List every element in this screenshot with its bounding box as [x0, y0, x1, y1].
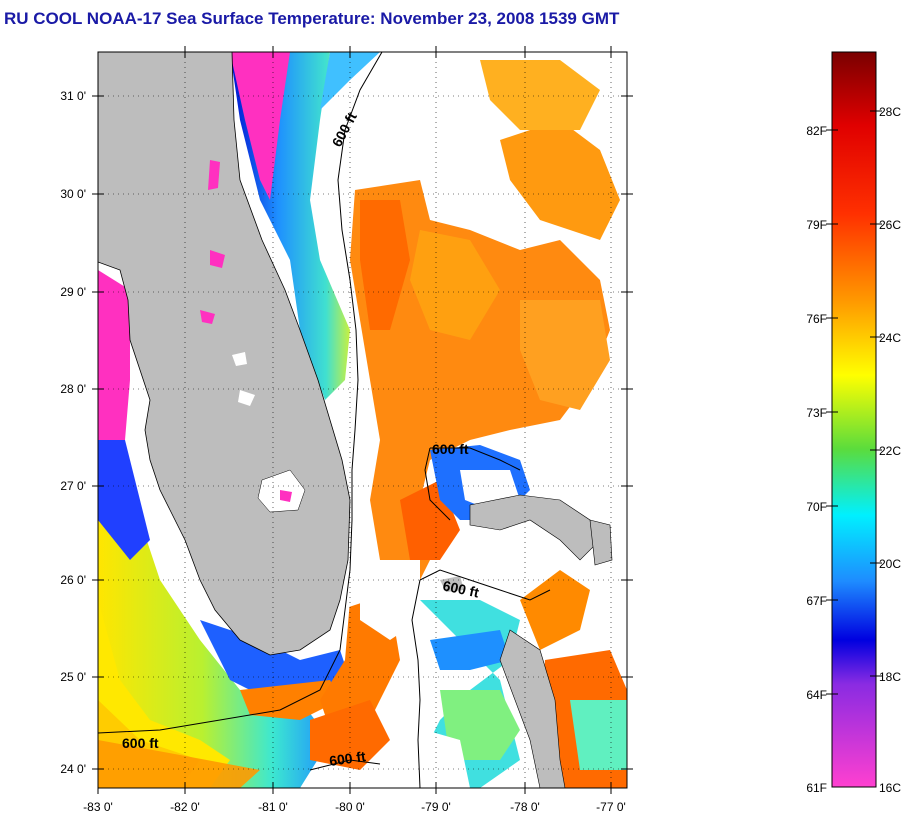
map-area — [98, 52, 627, 788]
colorbar-f-label: 70F — [806, 500, 827, 514]
isobath-label-gulf: 600 ft — [122, 735, 159, 751]
lat-label: 27 0' — [60, 479, 86, 493]
lon-label: -79 0' — [421, 800, 451, 814]
lat-label: 26 0' — [60, 573, 86, 587]
colorbar-f-label: 76F — [806, 312, 827, 326]
map-title: RU COOL NOAA-17 Sea Surface Temperature:… — [4, 9, 620, 28]
colorbar-f-label: 79F — [806, 218, 827, 232]
lat-label: 30 0' — [60, 187, 86, 201]
lon-label: -77 0' — [596, 800, 626, 814]
colorbar-c-label: 24C — [879, 331, 901, 345]
lon-label: -81 0' — [258, 800, 288, 814]
colorbar-f-label: 67F — [806, 594, 827, 608]
lat-label: 31 0' — [60, 89, 86, 103]
lat-label: 24 0' — [60, 762, 86, 776]
lon-label: -78 0' — [510, 800, 540, 814]
colorbar-c-label: 18C — [879, 670, 901, 684]
colorbar-f-label: 64F — [806, 688, 827, 702]
lon-label: -80 0' — [335, 800, 365, 814]
lon-label: -82 0' — [170, 800, 200, 814]
isobath-label-south: 600 ft — [328, 748, 367, 769]
colorbar-c-label: 22C — [879, 444, 901, 458]
colorbar-f-label: 61F — [806, 781, 827, 795]
graticule — [98, 52, 627, 788]
colorbar-c-label: 16C — [879, 781, 901, 795]
lat-label: 29 0' — [60, 285, 86, 299]
isobath-label-bahamas-north: 600 ft — [432, 441, 469, 457]
lat-label: 28 0' — [60, 382, 86, 396]
colorbar-f-label: 73F — [806, 406, 827, 420]
lon-label: -83 0' — [83, 800, 113, 814]
colorbar-f-label: 82F — [806, 124, 827, 138]
map-frame — [97, 51, 628, 789]
lat-label: 25 0' — [60, 670, 86, 684]
temperature-colorbar: 82F 79F 76F 73F 70F 67F 64F 61F 28C 26C … — [806, 51, 901, 795]
colorbar-c-label: 26C — [879, 218, 901, 232]
axis-ticks — [92, 46, 633, 794]
isobath-label-bahamas-south: 600 ft — [441, 577, 480, 600]
colorbar-c-label: 28C — [879, 105, 901, 119]
colorbar-c-label: 20C — [879, 557, 901, 571]
